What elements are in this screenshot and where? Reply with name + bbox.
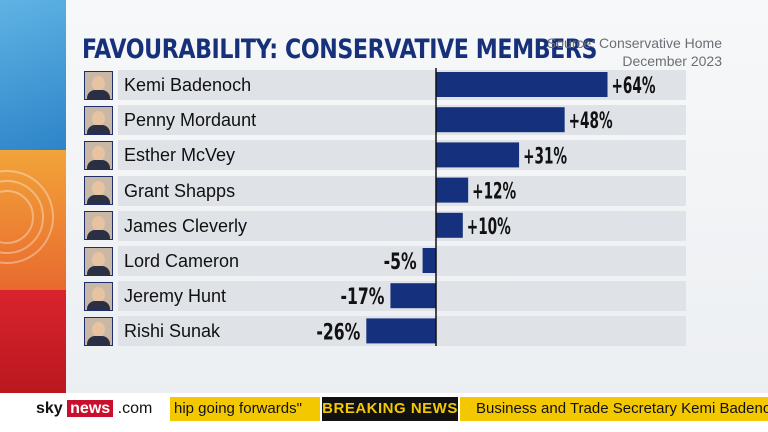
row-background <box>118 246 686 276</box>
portrait-photo <box>84 105 113 135</box>
category-label: Kemi Badenoch <box>124 75 252 95</box>
brand-news: news <box>67 400 114 417</box>
data-label: +48% <box>569 109 613 134</box>
bar <box>436 72 608 97</box>
category-label: James Cleverly <box>124 215 248 236</box>
bar <box>436 142 520 168</box>
bar <box>390 283 436 309</box>
category-label: Penny Mordaunt <box>124 110 257 131</box>
data-label: -5% <box>384 250 417 275</box>
data-label: +31% <box>523 144 567 169</box>
category-label: Rishi Sunak <box>124 321 221 342</box>
bar-chart: +64% +48%+31% +12% +10% -5%-17% -26% <box>316 68 656 346</box>
brand-com: .com <box>117 400 153 417</box>
bar <box>436 177 469 203</box>
row-background <box>118 175 686 206</box>
category-label: Esther McVey <box>124 145 236 166</box>
data-label: -26% <box>316 320 360 345</box>
portrait-photo <box>84 211 113 241</box>
portrait-photo <box>84 281 113 311</box>
portrait-photo <box>84 316 113 346</box>
row-background <box>118 105 686 136</box>
chart-title: FAVOURABILITY: CONSERVATIVE MEMBERS <box>82 34 598 65</box>
portrait-photo <box>84 176 113 206</box>
ticker-headline: Business and Trade Secretary Kemi Badeno… <box>460 397 768 421</box>
ticker-previous-text: hip going forwards" <box>170 397 320 421</box>
category-label: Grant Shapps <box>124 180 236 201</box>
portrait-photo <box>84 70 113 100</box>
bar <box>422 248 436 273</box>
category-label: Lord Cameron <box>124 251 240 271</box>
breaking-news-label: BREAKING NEWS <box>322 397 458 421</box>
data-label: -17% <box>340 285 384 310</box>
row-background <box>118 140 686 171</box>
portrait-photo <box>84 140 113 170</box>
bar <box>366 318 436 344</box>
category-label: Jeremy Hunt <box>124 286 227 307</box>
data-label: +64% <box>612 74 656 99</box>
source-date: December 2023 <box>622 53 722 69</box>
bar <box>436 107 565 133</box>
source-note: Source: Conservative Home December 2023 <box>547 34 722 70</box>
decorative-strip <box>0 0 66 432</box>
row-background <box>118 210 686 241</box>
data-label: +12% <box>472 180 516 205</box>
source-line: Source: Conservative Home <box>546 35 722 51</box>
data-label: +10% <box>467 215 511 240</box>
bar <box>436 212 463 238</box>
sky-news-logo[interactable]: sky news .com <box>36 400 152 418</box>
portrait-photo <box>84 246 113 276</box>
brand-sky: sky <box>36 400 63 417</box>
